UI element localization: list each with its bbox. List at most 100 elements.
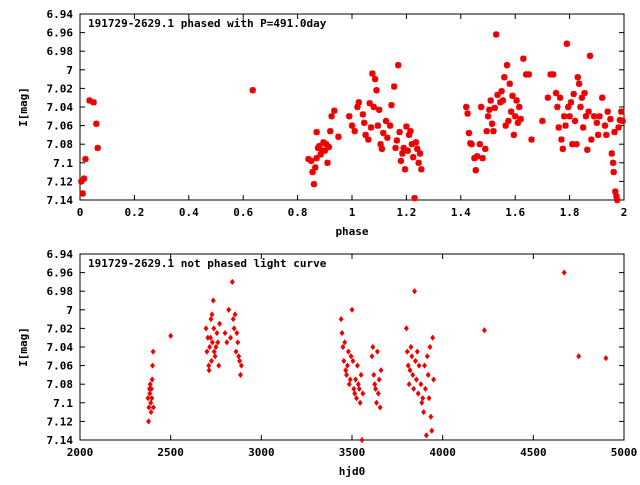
y-tick-label: 7.1: [53, 157, 73, 170]
data-point: [206, 367, 212, 374]
data-point: [355, 381, 361, 388]
data-point: [411, 385, 417, 392]
x-tick-label: 0.4: [179, 206, 199, 219]
data-point: [150, 404, 156, 411]
data-point: [607, 115, 614, 123]
data-point: [374, 399, 379, 406]
data-point: [419, 399, 425, 406]
data-point: [149, 376, 155, 383]
data-point: [213, 343, 219, 351]
data-point: [516, 103, 523, 111]
y-tick-label: 6.94: [47, 8, 74, 21]
data-point: [148, 399, 154, 406]
data-point: [586, 52, 594, 60]
y-tick-label: 6.98: [47, 285, 74, 298]
data-point: [231, 325, 237, 332]
data-point: [585, 108, 592, 115]
data-point: [539, 117, 546, 125]
data-point: [370, 103, 377, 111]
data-point: [491, 104, 498, 112]
data-point: [465, 129, 473, 137]
data-point: [80, 175, 88, 182]
data-point: [229, 278, 235, 285]
data-point: [565, 103, 572, 111]
data-point: [544, 94, 552, 101]
data-point: [327, 127, 334, 135]
data-point: [371, 371, 377, 378]
data-point: [396, 128, 403, 136]
data-point: [556, 94, 564, 101]
x-tick-label: 1.2: [396, 206, 416, 219]
x-axis-label: phase: [335, 225, 368, 238]
y-tick-label: 7.14: [47, 434, 74, 447]
data-point: [566, 113, 573, 120]
x-tick-label: 3000: [248, 446, 275, 459]
data-point: [415, 159, 422, 166]
data-point: [404, 147, 411, 154]
data-point: [413, 357, 418, 365]
data-point: [404, 348, 410, 355]
chart-title: 191729-2629.1 not phased light curve: [88, 257, 327, 270]
data-point: [420, 395, 426, 402]
data-point: [401, 166, 409, 173]
data-point: [509, 92, 516, 100]
data-point: [603, 355, 609, 362]
data-point: [146, 418, 152, 425]
data-point: [371, 75, 379, 83]
data-point: [514, 119, 522, 127]
data-point: [146, 404, 152, 411]
data-point: [228, 334, 233, 341]
y-tick-label: 7.04: [47, 101, 74, 114]
data-point: [501, 74, 508, 81]
data-point: [400, 144, 407, 152]
data-point: [550, 71, 557, 78]
data-point: [476, 141, 484, 148]
data-point: [390, 83, 398, 90]
data-point: [374, 122, 382, 129]
data-point: [168, 332, 174, 339]
data-point: [409, 353, 415, 360]
data-point: [207, 343, 213, 351]
data-point: [352, 390, 358, 397]
data-point: [528, 136, 535, 143]
data-point: [408, 343, 414, 351]
y-tick-label: 7.08: [47, 138, 74, 151]
y-tick-label: 7.08: [47, 378, 74, 391]
data-point: [604, 108, 611, 115]
data-point: [513, 97, 520, 104]
data-point: [324, 159, 331, 166]
data-point: [403, 325, 409, 332]
data-point: [397, 157, 405, 165]
data-point: [339, 329, 345, 337]
x-tick-label: 1.6: [505, 206, 525, 219]
data-point: [393, 137, 401, 144]
data-point: [346, 381, 352, 388]
data-point: [230, 316, 236, 323]
data-point: [492, 31, 500, 38]
data-point: [340, 343, 346, 351]
data-point: [206, 362, 212, 369]
data-point: [570, 90, 577, 98]
plot-frame: [79, 13, 625, 201]
data-point: [380, 129, 387, 137]
data-point: [418, 381, 424, 388]
data-point: [406, 381, 412, 388]
data-point: [609, 159, 617, 166]
data-point: [567, 99, 575, 106]
data-point: [408, 141, 416, 148]
y-tick-label: 7: [66, 304, 73, 317]
data-point: [503, 61, 511, 69]
data-point: [423, 432, 429, 439]
data-point: [377, 404, 383, 411]
data-point: [563, 40, 571, 47]
data-point: [603, 131, 610, 139]
data-point: [338, 316, 344, 323]
data-point: [428, 413, 434, 420]
data-point: [479, 154, 486, 162]
data-point: [414, 348, 420, 355]
data-point: [249, 87, 256, 94]
data-point: [478, 103, 485, 111]
data-point: [357, 399, 363, 406]
data-point: [348, 122, 356, 129]
